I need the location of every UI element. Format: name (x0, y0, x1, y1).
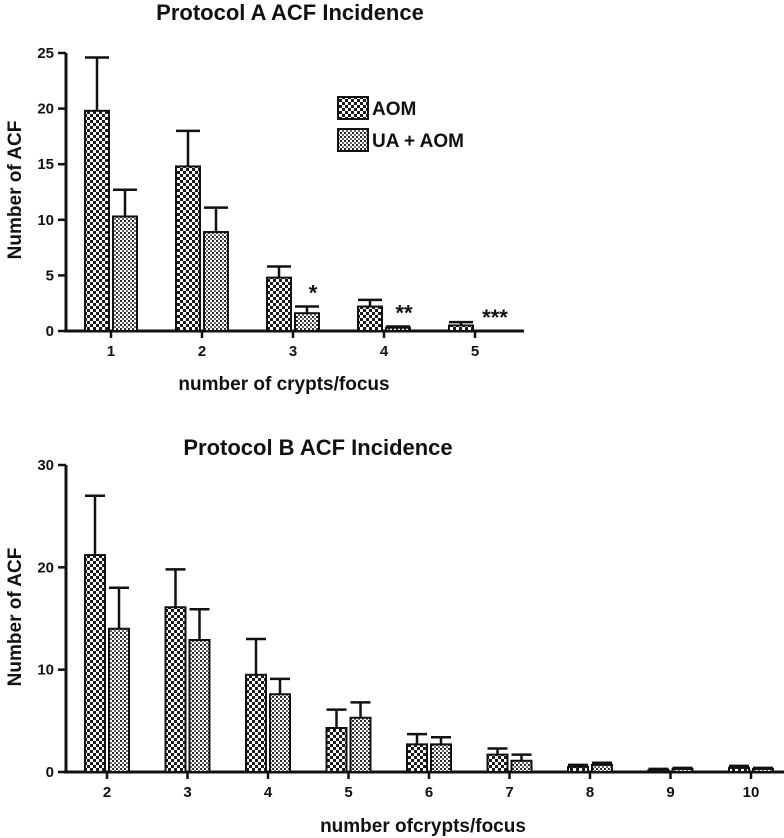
chart-a-title: Protocol A ACF Incidence (156, 0, 424, 25)
x-tick-label: 7 (505, 784, 513, 801)
legend-swatch-ua-aom (337, 128, 369, 152)
bar-aom (175, 165, 201, 332)
y-tick-label: 0 (46, 764, 54, 781)
y-tick-label: 20 (37, 559, 54, 576)
chart-a-y-axis-label: Number of ACF (5, 121, 26, 260)
x-tick-label: 5 (344, 784, 352, 801)
x-tick-label: 10 (743, 784, 760, 801)
y-tick-label: 10 (37, 662, 54, 679)
chart-a-x-axis-label: number of crypts/focus (178, 374, 389, 395)
x-tick-label: 4 (264, 784, 273, 801)
chart-b-bars (84, 494, 774, 774)
chart-b-title: Protocol B ACF Incidence (183, 435, 452, 460)
x-tick-label: 3 (289, 343, 297, 360)
bar-ua-aom (269, 693, 291, 774)
bar-aom (84, 554, 106, 774)
chart-b: Protocol B ACF Incidence Number of ACF n… (5, 435, 784, 837)
bar-aom (266, 276, 292, 332)
bar-aom (357, 305, 383, 333)
chart-b-y-axis-label: Number of ACF (5, 548, 26, 687)
legend-label-ua-aom: UA + AOM (372, 131, 464, 152)
bar-ua-aom (349, 716, 372, 773)
x-tick-label: 5 (471, 343, 479, 360)
significance-marker: * (309, 281, 318, 306)
bar-aom (567, 765, 589, 774)
bar-ua-aom (591, 763, 613, 774)
x-tick-label: 3 (183, 784, 191, 801)
y-tick-label: 0 (46, 323, 54, 340)
bar-ua-aom (108, 627, 130, 773)
bar-ua-aom (188, 638, 211, 773)
bar-ua-aom (294, 312, 320, 333)
chart-b-x-ticks: 2 3 4 5 6 7 8 9 10 (103, 772, 760, 801)
bar-ua-aom (430, 743, 452, 773)
chart-a-bars (84, 56, 474, 333)
chart-a-y-ticks: 0 5 10 15 20 25 (37, 45, 66, 340)
chart-b-x-axis-label: number ofcrypts/focus (320, 816, 526, 837)
significance-marker: ** (395, 301, 413, 326)
significance-marker: *** (482, 305, 508, 330)
y-tick-label: 25 (37, 45, 54, 62)
bar-aom (406, 743, 428, 773)
bar-aom (84, 109, 110, 332)
bar-aom (728, 766, 750, 774)
bar-aom (325, 726, 348, 773)
chart-a-x-ticks: 1 2 3 4 5 (107, 331, 479, 360)
legend-swatch-aom (337, 96, 369, 120)
chart-a-legend: AOM UA + AOM (337, 96, 464, 152)
y-tick-label: 5 (46, 267, 54, 284)
legend-label-aom: AOM (372, 99, 416, 120)
y-tick-label: 20 (37, 101, 54, 118)
x-tick-label: 6 (425, 784, 433, 801)
bar-aom (647, 768, 670, 773)
y-tick-label: 15 (37, 156, 54, 173)
bar-aom (164, 606, 187, 774)
y-tick-label: 30 (37, 457, 54, 474)
chart-a-annotations: *** *** (309, 281, 509, 330)
bar-ua-aom (752, 767, 774, 773)
x-tick-label: 2 (103, 784, 111, 801)
y-tick-label: 10 (37, 212, 54, 229)
x-tick-label: 1 (107, 343, 115, 360)
x-tick-label: 4 (380, 343, 389, 360)
x-tick-label: 2 (198, 343, 206, 360)
bar-ua-aom (671, 767, 694, 773)
x-tick-label: 8 (586, 784, 594, 801)
bar-ua-aom (203, 231, 229, 332)
bar-aom (486, 753, 509, 773)
bar-aom (448, 324, 474, 333)
x-tick-label: 9 (666, 784, 674, 801)
bar-aom (245, 673, 267, 773)
bar-ua-aom (510, 759, 533, 774)
chart-a: Protocol A ACF Incidence Number of ACF n… (5, 0, 524, 395)
chart-b-y-ticks: 0 10 20 30 (37, 457, 66, 781)
bar-ua-aom (385, 326, 411, 333)
bar-ua-aom (112, 215, 138, 333)
